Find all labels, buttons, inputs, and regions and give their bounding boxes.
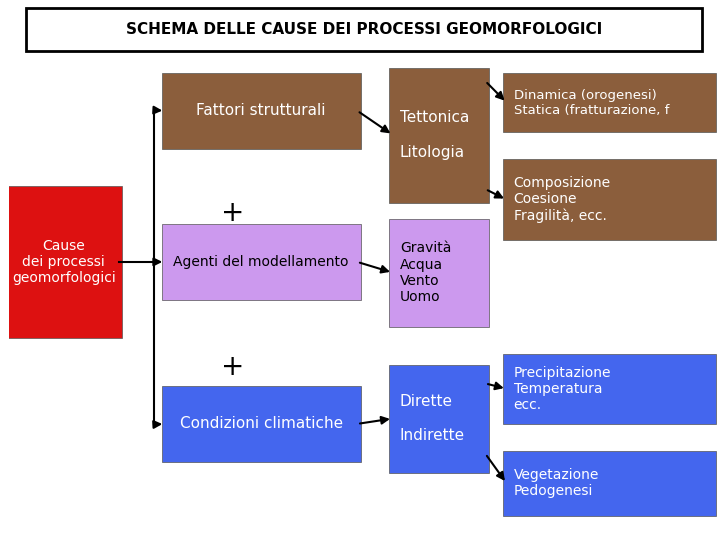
- Text: Agenti del modellamento: Agenti del modellamento: [174, 255, 349, 269]
- Text: Tettonica

Litologia: Tettonica Litologia: [400, 110, 469, 160]
- FancyBboxPatch shape: [390, 68, 489, 202]
- FancyBboxPatch shape: [27, 8, 702, 51]
- FancyBboxPatch shape: [161, 224, 361, 300]
- Text: Condizioni climatiche: Condizioni climatiche: [179, 416, 343, 431]
- Text: Fattori strutturali: Fattori strutturali: [197, 103, 326, 118]
- Text: SCHEMA DELLE CAUSE DEI PROCESSI GEOMORFOLOGICI: SCHEMA DELLE CAUSE DEI PROCESSI GEOMORFO…: [126, 22, 603, 37]
- FancyBboxPatch shape: [503, 354, 716, 424]
- FancyBboxPatch shape: [503, 73, 716, 132]
- FancyBboxPatch shape: [390, 219, 489, 327]
- Text: Dinamica (orogenesi)
Statica (fratturazione, f: Dinamica (orogenesi) Statica (fratturazi…: [513, 89, 669, 117]
- Text: Cause
dei processi
geomorfologici: Cause dei processi geomorfologici: [12, 239, 116, 285]
- Text: Precipitazione
Temperatura
ecc.: Precipitazione Temperatura ecc.: [513, 366, 611, 412]
- Text: Dirette

Indirette: Dirette Indirette: [400, 394, 465, 443]
- FancyBboxPatch shape: [161, 73, 361, 148]
- Text: Composizione
Coesione
Fragilità, ecc.: Composizione Coesione Fragilità, ecc.: [513, 176, 611, 224]
- FancyBboxPatch shape: [5, 186, 122, 338]
- Text: Gravità
Acqua
Vento
Uomo: Gravità Acqua Vento Uomo: [400, 241, 451, 304]
- FancyBboxPatch shape: [503, 159, 716, 240]
- Text: +: +: [221, 353, 244, 381]
- Text: Vegetazione
Pedogenesi: Vegetazione Pedogenesi: [513, 468, 599, 498]
- FancyBboxPatch shape: [503, 451, 716, 516]
- FancyBboxPatch shape: [161, 386, 361, 462]
- FancyBboxPatch shape: [390, 364, 489, 472]
- Text: +: +: [221, 199, 244, 227]
